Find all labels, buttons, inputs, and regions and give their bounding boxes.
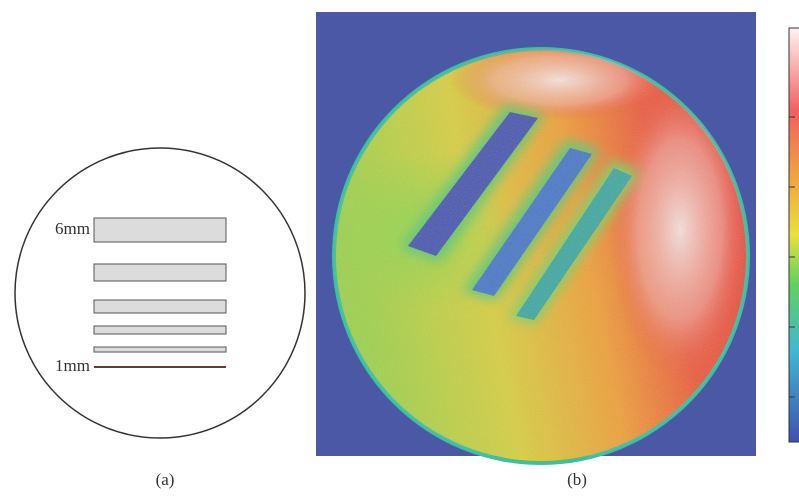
- slot-6mm: [94, 218, 226, 242]
- figure: 6mm 1mm (a) (b): [0, 0, 799, 496]
- slot: [94, 300, 226, 313]
- slot: [94, 264, 226, 281]
- colorbar: [789, 28, 799, 442]
- panel-a: 6mm 1mm (a): [15, 148, 305, 489]
- label-6mm: 6mm: [55, 219, 90, 238]
- caption-b: (b): [567, 470, 587, 489]
- caption-a: (a): [156, 470, 175, 489]
- slot: [94, 347, 226, 352]
- sample-outline: [15, 148, 305, 438]
- colorbar-scale: [789, 28, 799, 442]
- label-1mm: 1mm: [55, 356, 90, 375]
- page: 6mm 1mm (a) (b): [0, 0, 799, 496]
- panel-b: (b): [316, 12, 756, 489]
- slot: [94, 326, 226, 334]
